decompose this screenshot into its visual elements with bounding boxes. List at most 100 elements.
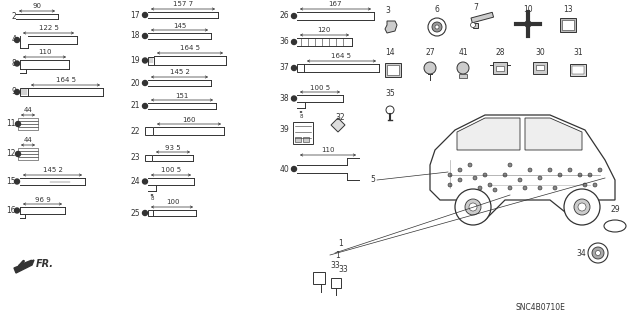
- Text: 13: 13: [563, 5, 573, 14]
- Bar: [18, 157, 38, 160]
- Bar: [313, 272, 325, 284]
- Text: 31: 31: [573, 48, 583, 57]
- Circle shape: [525, 21, 531, 27]
- Circle shape: [458, 178, 462, 182]
- Circle shape: [455, 189, 491, 225]
- Circle shape: [15, 208, 19, 213]
- Text: 12: 12: [6, 149, 16, 158]
- Text: 4: 4: [11, 35, 16, 44]
- Bar: [148, 56, 154, 64]
- Text: 145 2: 145 2: [43, 167, 63, 174]
- Text: SNC4B0710E: SNC4B0710E: [515, 303, 565, 313]
- Text: 110: 110: [321, 147, 335, 153]
- Text: 23: 23: [131, 153, 140, 162]
- Circle shape: [473, 176, 477, 180]
- Bar: [331, 278, 341, 288]
- Bar: [145, 127, 153, 135]
- Text: 90: 90: [33, 4, 42, 10]
- Circle shape: [598, 168, 602, 172]
- Bar: [18, 154, 38, 157]
- Circle shape: [538, 186, 542, 190]
- Text: 27: 27: [425, 48, 435, 57]
- Text: 16: 16: [6, 206, 16, 215]
- Bar: [18, 121, 38, 124]
- Bar: [473, 23, 478, 28]
- Text: 28: 28: [495, 48, 505, 57]
- Text: 151: 151: [175, 93, 189, 99]
- Text: 29: 29: [610, 205, 620, 214]
- Bar: [562, 20, 574, 30]
- Circle shape: [432, 22, 442, 32]
- Text: 19: 19: [131, 56, 140, 65]
- Bar: [570, 64, 586, 76]
- Bar: [533, 62, 547, 74]
- Circle shape: [143, 80, 147, 85]
- Polygon shape: [14, 260, 34, 273]
- Text: 110: 110: [38, 49, 51, 56]
- Circle shape: [488, 183, 492, 187]
- Text: 164 5: 164 5: [331, 54, 351, 60]
- Text: 39: 39: [279, 125, 289, 135]
- Circle shape: [518, 178, 522, 182]
- Circle shape: [386, 106, 394, 114]
- Text: 21: 21: [131, 101, 140, 110]
- Circle shape: [553, 186, 557, 190]
- Circle shape: [15, 38, 19, 42]
- Text: 44: 44: [24, 108, 33, 114]
- Text: 1: 1: [338, 239, 343, 248]
- Bar: [18, 148, 38, 151]
- Text: 15: 15: [6, 177, 16, 186]
- Bar: [145, 155, 152, 161]
- Circle shape: [493, 188, 497, 192]
- Polygon shape: [525, 118, 582, 150]
- Text: 40: 40: [279, 165, 289, 174]
- Text: 8: 8: [150, 197, 154, 202]
- Circle shape: [143, 58, 147, 63]
- Text: 6: 6: [435, 5, 440, 14]
- Polygon shape: [385, 21, 397, 33]
- Bar: [572, 66, 584, 74]
- Text: FR.: FR.: [36, 259, 54, 269]
- Circle shape: [578, 173, 582, 177]
- Text: 8: 8: [300, 114, 303, 118]
- Bar: [18, 151, 38, 154]
- Bar: [303, 137, 309, 142]
- Text: 34: 34: [576, 249, 586, 257]
- Text: 96 9: 96 9: [35, 197, 51, 203]
- Text: 93 5: 93 5: [165, 145, 181, 151]
- Circle shape: [15, 61, 19, 66]
- Text: 9: 9: [11, 87, 16, 97]
- Circle shape: [503, 173, 507, 177]
- Circle shape: [15, 122, 20, 127]
- Text: 164 5: 164 5: [180, 46, 200, 51]
- Circle shape: [448, 173, 452, 177]
- Circle shape: [558, 173, 562, 177]
- Circle shape: [528, 168, 532, 172]
- Circle shape: [291, 13, 296, 19]
- Circle shape: [564, 189, 600, 225]
- Circle shape: [508, 186, 512, 190]
- Bar: [496, 66, 504, 71]
- Text: 100 5: 100 5: [310, 85, 330, 91]
- Circle shape: [583, 183, 587, 187]
- Circle shape: [508, 163, 512, 167]
- Circle shape: [143, 211, 147, 216]
- Bar: [387, 65, 399, 75]
- Text: 5: 5: [370, 175, 375, 184]
- Text: 145 2: 145 2: [170, 70, 189, 76]
- Text: 122 5: 122 5: [38, 26, 58, 32]
- Text: 44: 44: [24, 137, 33, 144]
- Text: 160: 160: [182, 116, 196, 122]
- Text: 164 5: 164 5: [56, 78, 76, 84]
- Circle shape: [574, 199, 590, 215]
- Circle shape: [291, 96, 296, 101]
- Circle shape: [458, 168, 462, 172]
- Circle shape: [595, 250, 600, 256]
- Circle shape: [143, 179, 147, 184]
- Text: 2: 2: [12, 12, 16, 21]
- Bar: [18, 127, 38, 130]
- Circle shape: [538, 176, 542, 180]
- Text: 11: 11: [6, 118, 16, 128]
- Text: 26: 26: [280, 11, 289, 20]
- Circle shape: [593, 183, 597, 187]
